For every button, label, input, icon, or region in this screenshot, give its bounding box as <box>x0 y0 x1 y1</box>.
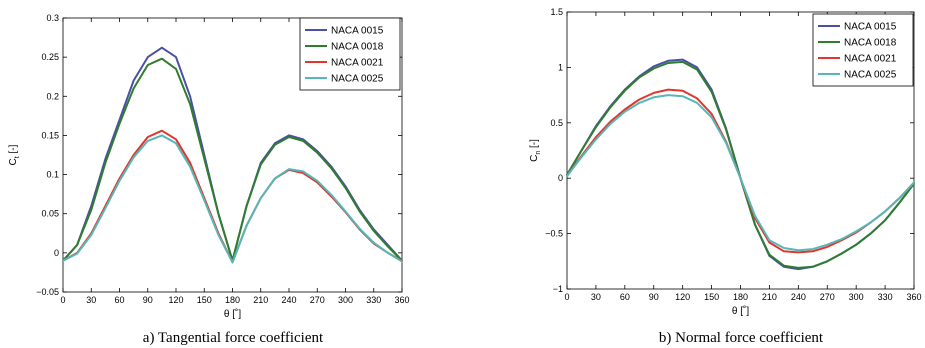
x-tick-label: 240 <box>281 295 296 305</box>
x-tick-label: 150 <box>197 295 212 305</box>
x-tick-label: 270 <box>310 295 325 305</box>
x-tick-label: 360 <box>906 292 921 302</box>
y-tick-label: 0.1 <box>46 170 59 180</box>
x-tick-label: 180 <box>225 295 240 305</box>
y-tick-label: 0.3 <box>46 13 59 23</box>
x-tick-label: 30 <box>591 292 601 302</box>
series-line-naca-0025 <box>62 134 403 264</box>
y-tick-label: 1.5 <box>550 7 563 17</box>
y-tick-label: 0.15 <box>41 130 59 140</box>
x-tick-label: 60 <box>114 295 124 305</box>
x-tick-label: 30 <box>86 295 96 305</box>
figure-caption: b) Normal force coefficient <box>659 330 824 346</box>
legend-label: NACA 0021 <box>331 58 384 69</box>
x-tick-label: 90 <box>143 295 153 305</box>
x-tick-label: 90 <box>649 292 659 302</box>
x-tick-label: 360 <box>394 295 409 305</box>
y-axis-label: Cn [-] <box>529 139 542 162</box>
series-line-naca-0018 <box>566 60 915 269</box>
x-tick-label: 240 <box>791 292 806 302</box>
y-tick-label: 1 <box>558 62 563 72</box>
legend-label: NACA 0015 <box>844 22 897 33</box>
legend-label: NACA 0018 <box>844 38 897 49</box>
x-tick-label: 330 <box>878 292 893 302</box>
x-tick-label: 210 <box>762 292 777 302</box>
x-tick-label: 300 <box>338 295 353 305</box>
y-tick-label: −0.05 <box>36 287 59 297</box>
x-tick-label: 120 <box>675 292 690 302</box>
x-axis-label: θ [˚] <box>732 305 749 317</box>
x-tick-label: 300 <box>849 292 864 302</box>
x-tick-label: 150 <box>704 292 719 302</box>
x-tick-label: 180 <box>733 292 748 302</box>
y-tick-label: −1 <box>553 284 563 294</box>
x-tick-label: 330 <box>366 295 381 305</box>
chart-panel-normal: 0 30 60 90 120 150 180 210 240 270 300 330 360 −1 −0.5… <box>529 7 922 346</box>
series-line-naca-0015 <box>566 58 915 271</box>
x-axis-label: θ [˚] <box>224 308 241 320</box>
legend-label: NACA 0025 <box>331 74 384 85</box>
legend-label: NACA 0018 <box>331 42 384 53</box>
y-tick-label: 0.2 <box>46 91 59 101</box>
x-tick-label: 0 <box>60 295 65 305</box>
x-tick-label: 0 <box>564 292 569 302</box>
legend-label: NACA 0015 <box>331 26 384 37</box>
x-tick-label: 120 <box>168 295 183 305</box>
y-tick-label: −0.5 <box>545 229 563 239</box>
x-tick-label: 270 <box>820 292 835 302</box>
chart-panel-tangential: 0 30 60 90 120 150 180 210 240 270 300 330 360−0.050… <box>8 13 410 346</box>
y-axis-label: Ct [-] <box>8 144 21 165</box>
legend-label: NACA 0025 <box>844 70 897 81</box>
x-tick-label: 60 <box>620 292 630 302</box>
y-tick-label: 0.25 <box>41 52 59 62</box>
figure-caption: a) Tangential force coefficient <box>143 330 324 346</box>
y-tick-label: 0 <box>54 248 59 258</box>
y-tick-label: 0.5 <box>550 118 563 128</box>
x-tick-label: 210 <box>253 295 268 305</box>
y-tick-label: 0 <box>558 173 563 183</box>
legend-label: NACA 0021 <box>844 54 897 65</box>
series-line-naca-0025 <box>566 94 915 252</box>
y-tick-label: 0.05 <box>41 209 59 219</box>
